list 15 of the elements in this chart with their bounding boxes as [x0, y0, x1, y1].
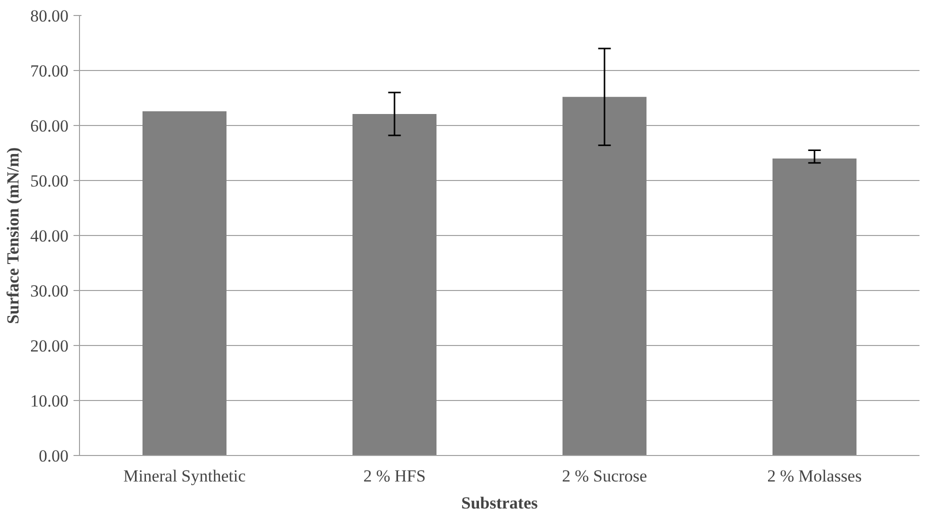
- y-tick-label: 0.00: [38, 446, 68, 466]
- y-tick-label: 50.00: [30, 172, 68, 190]
- y-tick-label: 60.00: [30, 116, 68, 136]
- y-tick-label: 70.00: [30, 62, 68, 80]
- y-tick-label: 20.00: [30, 336, 68, 356]
- y-axis-title: Surface Tension (mN/m): [3, 147, 22, 324]
- x-tick-label: Mineral Synthetic: [123, 466, 246, 486]
- y-tick-label: 30.00: [30, 282, 68, 300]
- y-tick-label: 10.00: [30, 392, 68, 410]
- x-axis-title: Substrates: [461, 494, 538, 512]
- x-tick-label: 2 % Molasses: [767, 466, 862, 486]
- y-tick-label: 80.00: [30, 6, 68, 26]
- y-tick-label: 40.00: [30, 226, 68, 246]
- x-tick-label: 2 % Sucrose: [562, 466, 647, 486]
- x-tick-label: 2 % HFS: [363, 466, 426, 486]
